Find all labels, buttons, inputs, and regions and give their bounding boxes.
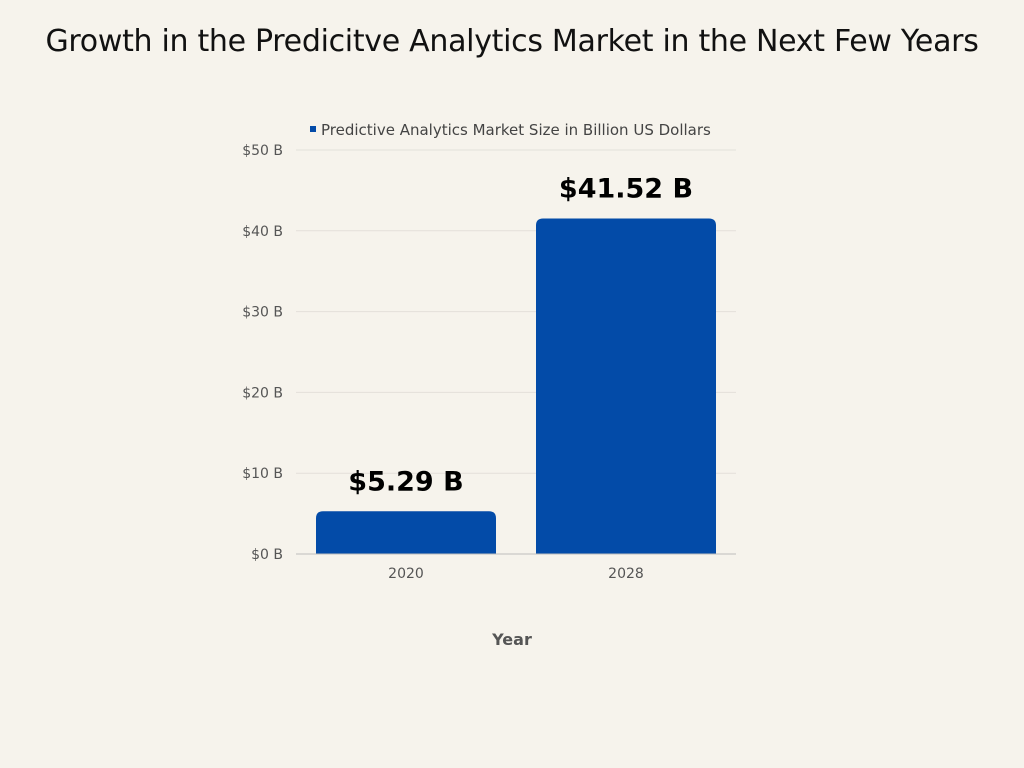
legend-marker: [310, 126, 316, 132]
x-tick-label: 2020: [388, 566, 424, 582]
legend-label: Predictive Analytics Market Size in Bill…: [321, 121, 711, 139]
data-label: $5.29 B: [348, 466, 463, 497]
y-tick-label: $40 B: [242, 224, 283, 240]
chart-title: Growth in the Predicitve Analytics Marke…: [45, 24, 979, 59]
y-tick-label: $10 B: [242, 466, 283, 482]
bar: [536, 218, 716, 554]
y-tick-label: $20 B: [242, 385, 283, 401]
x-axis-title: Year: [491, 630, 532, 649]
x-tick-label: 2028: [608, 566, 644, 582]
y-tick-label: $50 B: [242, 143, 283, 159]
data-label: $41.52 B: [559, 174, 693, 205]
y-tick-label: $30 B: [242, 305, 283, 321]
bar: [316, 511, 496, 554]
y-tick-label: $0 B: [251, 547, 283, 563]
